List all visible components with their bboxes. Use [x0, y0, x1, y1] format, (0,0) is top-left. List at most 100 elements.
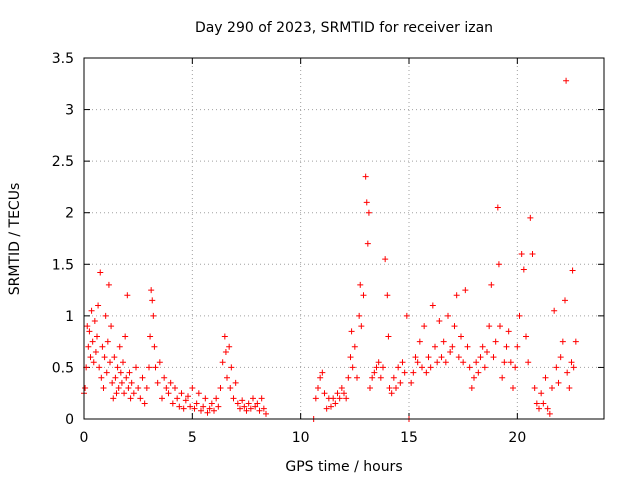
data-point: [105, 281, 112, 288]
data-point: [151, 343, 158, 350]
y-tick-label: 1: [65, 309, 74, 325]
grid-layer: [84, 58, 604, 419]
data-point: [114, 364, 121, 371]
data-point: [176, 403, 183, 410]
data-point: [351, 343, 358, 350]
data-point: [112, 374, 119, 381]
data-point: [563, 77, 570, 84]
data-point: [494, 204, 501, 211]
data-point: [215, 403, 222, 410]
data-point: [562, 297, 568, 304]
data-point: [520, 266, 527, 273]
data-point: [442, 359, 449, 366]
data-point: [371, 369, 378, 376]
data-point: [377, 374, 384, 381]
data-point: [178, 390, 185, 397]
chart-title: Day 290 of 2023, SRMTID for receiver iza…: [195, 20, 493, 36]
data-point: [549, 385, 555, 392]
data-point: [531, 385, 538, 392]
data-point: [128, 379, 135, 386]
data-point: [239, 397, 246, 404]
data-point: [566, 385, 573, 392]
data-point: [421, 323, 428, 330]
data-point: [85, 343, 92, 350]
data-point: [330, 395, 337, 402]
data-point: [256, 407, 263, 414]
data-point: [334, 390, 341, 397]
data-point: [460, 359, 467, 366]
data-point: [471, 374, 477, 381]
data-point: [319, 369, 326, 376]
data-point: [553, 364, 560, 371]
data-point: [96, 364, 103, 371]
data-point: [432, 343, 438, 350]
data-point: [419, 364, 425, 371]
data-point: [384, 292, 391, 299]
data-point: [449, 343, 456, 350]
data-point: [104, 338, 111, 345]
data-point: [321, 390, 328, 397]
data-point: [540, 400, 547, 407]
data-point: [385, 333, 392, 340]
data-point: [357, 281, 364, 288]
data-point: [102, 312, 109, 319]
data-point: [217, 385, 224, 392]
data-point: [492, 338, 499, 345]
data-point: [127, 395, 134, 402]
data-point: [354, 374, 360, 381]
data-point: [429, 302, 436, 309]
tick-layer: 0 0.5 1 1.5 2 2.5 3 3.5 0 5 10 15 20: [52, 51, 604, 446]
data-point: [260, 405, 267, 412]
data-point: [468, 385, 475, 392]
data-point: [462, 287, 469, 294]
data-point: [87, 354, 94, 361]
data-point: [395, 364, 402, 371]
data-point: [143, 385, 150, 392]
data-point: [125, 385, 132, 392]
data-point: [365, 209, 372, 216]
data-point: [118, 379, 125, 386]
data-point: [133, 364, 139, 371]
data-point: [486, 323, 493, 330]
data-point: [202, 395, 209, 402]
y-tick-label: 3.5: [52, 51, 74, 67]
data-point: [172, 385, 178, 392]
data-point: [185, 393, 191, 400]
data-point: [533, 400, 540, 407]
data-point: [427, 364, 434, 371]
data-point: [315, 385, 321, 392]
data-point: [193, 400, 200, 407]
data-point: [200, 403, 207, 410]
data-point: [341, 390, 347, 397]
data-point: [245, 400, 252, 407]
data-point: [82, 385, 89, 392]
data-point: [412, 354, 419, 361]
data-point: [390, 374, 397, 381]
x-tick-label: 5: [188, 430, 197, 446]
data-point: [501, 359, 508, 366]
data-point: [447, 348, 454, 355]
data-point: [473, 359, 480, 366]
data-point: [135, 385, 142, 392]
x-tick-label: 0: [80, 430, 89, 446]
data-point: [226, 343, 233, 350]
data-point: [169, 400, 176, 407]
data-point: [198, 407, 204, 414]
data-point: [375, 359, 382, 366]
plot-frame: [83, 57, 605, 420]
data-point: [312, 395, 319, 402]
data-point: [139, 374, 146, 381]
data-point: [254, 400, 261, 407]
data-points: [81, 77, 579, 422]
data-point: [436, 318, 443, 325]
data-point: [434, 359, 441, 366]
data-point: [222, 348, 229, 355]
data-point: [564, 369, 571, 376]
data-point: [382, 256, 389, 263]
y-tick-label: 3: [65, 103, 74, 119]
data-point: [499, 374, 506, 381]
data-point: [518, 250, 525, 257]
data-point: [211, 407, 217, 414]
x-tick-label: 15: [400, 430, 418, 446]
data-point: [187, 403, 194, 410]
